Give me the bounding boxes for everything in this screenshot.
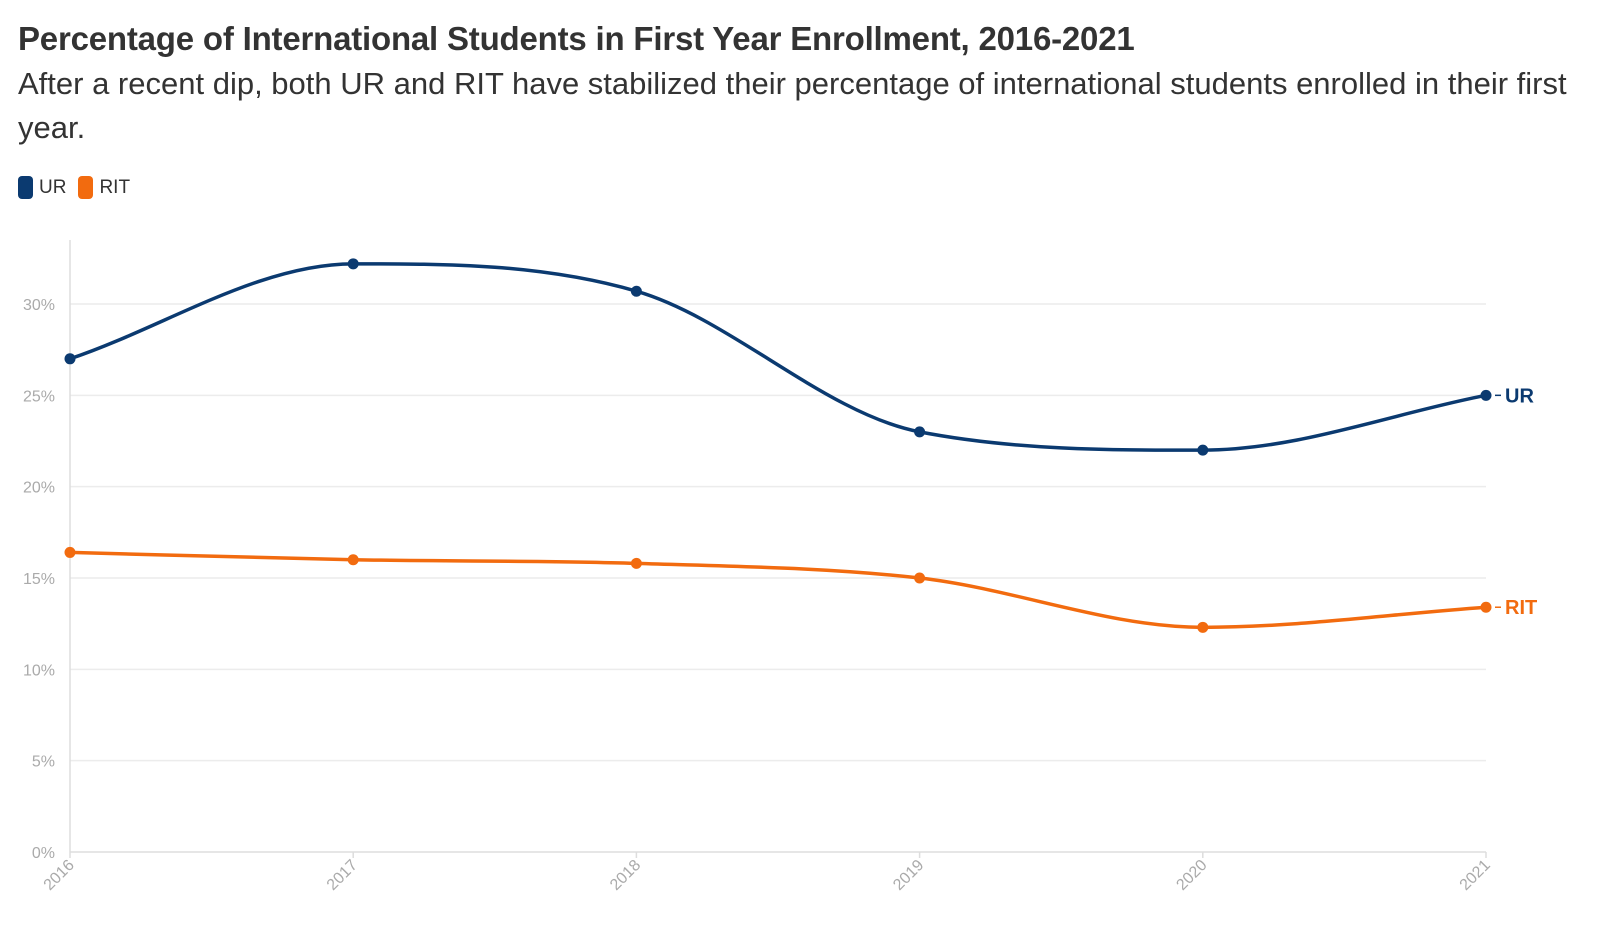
data-point-ur-2018 xyxy=(630,285,642,297)
data-point-ur-2020 xyxy=(1197,444,1209,456)
data-point-rit-2021 xyxy=(1480,601,1492,613)
series-line-ur xyxy=(68,262,1488,452)
y-tick-label: 5% xyxy=(32,754,55,771)
chart-subtitle: After a recent dip, both UR and RIT have… xyxy=(18,66,1567,145)
y-tick-label: 30% xyxy=(23,297,55,314)
series-line-rit xyxy=(68,550,1488,630)
data-point-ur-2016 xyxy=(64,353,76,365)
legend-label-rit: RIT xyxy=(99,176,131,198)
data-point-rit-2017 xyxy=(347,554,359,566)
x-tick-label: 2018 xyxy=(607,857,644,894)
x-tick-label: 2020 xyxy=(1173,857,1210,894)
data-point-rit-2016 xyxy=(64,546,76,558)
chart-title: Percentage of International Students in … xyxy=(18,20,1135,57)
legend-swatch-ur xyxy=(18,176,33,199)
y-tick-label: 10% xyxy=(23,662,55,679)
data-point-rit-2020 xyxy=(1197,621,1209,633)
y-tick-label: 25% xyxy=(23,388,55,405)
data-point-ur-2019 xyxy=(914,426,926,438)
legend-item-rit[interactable]: RIT xyxy=(78,176,130,199)
data-point-rit-2019 xyxy=(914,572,926,584)
y-tick-label: 20% xyxy=(23,480,55,497)
y-tick-label: 0% xyxy=(32,845,55,862)
data-point-ur-2021 xyxy=(1480,389,1492,401)
end-label-ur: UR xyxy=(1505,385,1534,407)
data-point-ur-2017 xyxy=(347,258,359,270)
x-tick-label: 2016 xyxy=(41,857,78,894)
end-label-rit: RIT xyxy=(1505,597,1537,619)
x-tick-label: 2021 xyxy=(1457,857,1494,894)
x-tick-label: 2017 xyxy=(324,857,361,894)
legend-item-ur[interactable]: UR xyxy=(18,176,66,199)
data-point-rit-2018 xyxy=(630,557,642,569)
x-tick-label: 2019 xyxy=(890,857,927,894)
legend-label-ur: UR xyxy=(39,176,67,198)
y-tick-label: 15% xyxy=(23,571,55,588)
legend-swatch-rit xyxy=(78,176,94,199)
legend: UR RIT xyxy=(18,176,142,199)
